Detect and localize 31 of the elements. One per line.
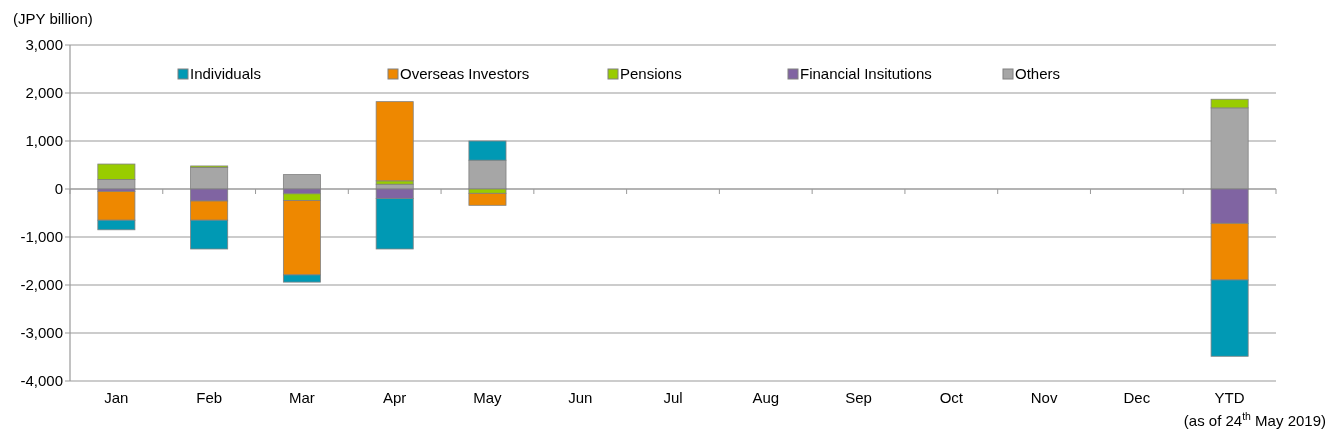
y-axis-title: (JPY billion): [13, 10, 93, 27]
x-tick-label: Aug: [752, 389, 780, 406]
y-tick-label: -3,000: [20, 324, 63, 342]
x-tick-label: Jul: [663, 389, 683, 406]
bar: [468, 192, 507, 206]
y-tick-label: -2,000: [20, 276, 63, 294]
legend-label: Individuals: [190, 65, 261, 82]
y-tick-label: 1,000: [25, 132, 63, 150]
x-tick-label: Jun: [568, 389, 593, 406]
x-tick-label: YTD: [1214, 389, 1245, 406]
x-tick-label: Nov: [1030, 389, 1058, 406]
bar: [282, 174, 321, 190]
x-tick-label: May: [473, 389, 503, 406]
text: (as of 24$^{th}$ May 2019): [1183, 410, 1326, 429]
x-tick-label: Mar: [289, 389, 315, 406]
y-tick-label: 3,000: [25, 36, 63, 54]
x-tick-label: Apr: [383, 389, 407, 406]
legend-label: Pensions: [620, 65, 682, 82]
y-tick-label: 0: [54, 180, 63, 198]
y-tick-label: -4,000: [20, 372, 63, 390]
x-tick-label: Dec: [1123, 389, 1151, 406]
y-tick-label: -1,000: [20, 228, 63, 246]
legend-label: Financial Insitutions: [800, 65, 932, 82]
legend-label: Others: [1015, 65, 1061, 82]
bar: [375, 101, 414, 182]
x-tick-label: Feb: [196, 389, 223, 406]
x-tick-label: Sep: [845, 389, 872, 406]
x-tick-label: Jan: [104, 389, 129, 406]
y-tick-label: 2,000: [25, 84, 63, 102]
x-tick-label: Oct: [939, 389, 964, 406]
legend-label: Overseas Investors: [400, 65, 530, 82]
